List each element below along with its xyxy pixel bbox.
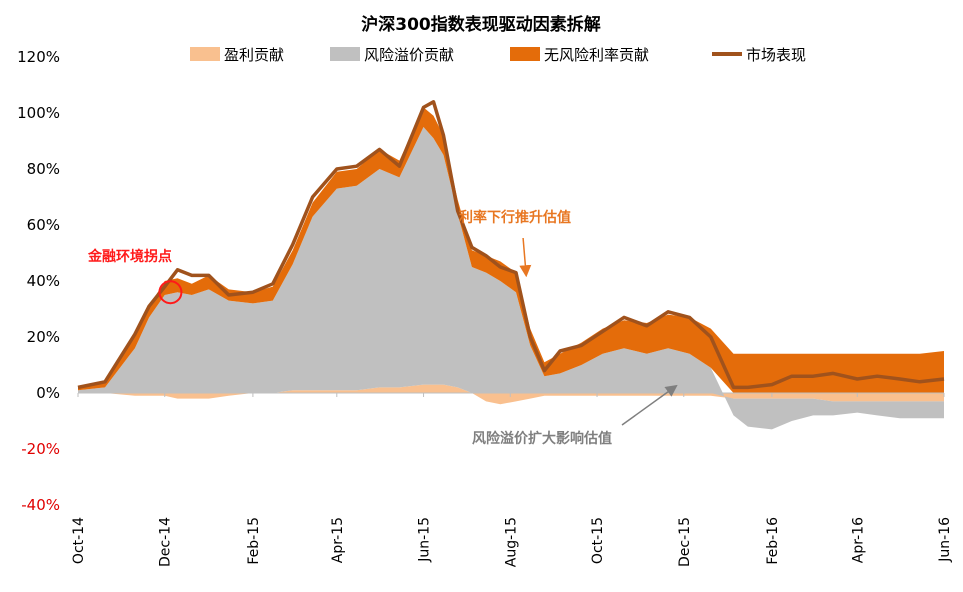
x-tick-label: Aug-15 [503,517,519,567]
chart-title: 沪深300指数表现驱动因素拆解 [361,14,601,35]
x-tick-label: Dec-14 [158,517,174,567]
y-tick-label: 120% [17,48,60,66]
legend: 盈利贡献 风险溢价贡献 无风险利率贡献 市场表现 [190,46,806,64]
x-tick-label: Apr-16 [850,517,866,563]
inflection-circle [158,280,183,305]
legend-risk-free-rate: 无风险利率贡献 [510,46,649,64]
legend-earnings: 盈利贡献 [190,46,284,64]
legend-label: 市场表现 [746,46,806,64]
annotation-risk-premium: 风险溢价扩大影响估值 [472,430,612,447]
x-tick-label: Oct-14 [71,517,87,564]
y-tick-label: 20% [27,328,60,346]
annotation-arrow-gray [621,384,678,426]
annotation-financial-inflection: 金融环境拐点 [87,248,172,265]
x-tick-label: Apr-15 [330,517,346,563]
y-tick-label: 40% [27,272,60,290]
legend-swatch [510,47,540,61]
y-tick-label: 100% [17,104,60,122]
y-tick-label: -20% [21,440,60,458]
y-tick-label: 60% [27,216,60,234]
x-tick-label: Dec-15 [677,517,693,567]
plot-area [77,100,945,430]
legend-swatch [330,47,360,61]
risk-free-rate-contribution-area [78,107,944,394]
legend-risk-premium: 风险溢价贡献 [330,46,454,64]
legend-label: 风险溢价贡献 [364,46,454,64]
x-tick-label: Feb-16 [765,517,781,565]
annotation-arrow-orange [519,237,532,278]
y-axis: 120% 100% 80% 60% 40% 20% 0% -20% -40% [17,48,60,514]
annotation-rate-decline: 利率下行推升估值 [459,209,571,226]
y-tick-label: 0% [36,384,60,402]
risk-premium-contribution-area [78,127,944,430]
x-tick-label: Jun-15 [417,517,433,563]
x-tick-label: Oct-15 [590,517,606,564]
x-axis: Oct-14 Dec-14 Feb-15 Apr-15 Jun-15 Aug-15 Oct-… [71,393,953,567]
y-tick-label: 80% [27,160,60,178]
legend-swatch [190,47,220,61]
earnings-contribution-area [78,384,944,405]
legend-label: 无风险利率贡献 [544,46,649,64]
market-performance-line [77,100,945,390]
y-tick-label: -40% [21,496,60,514]
legend-market: 市场表现 [712,46,806,64]
x-tick-label: Jun-16 [937,517,953,563]
line-layer [77,100,945,390]
legend-label: 盈利贡献 [224,46,284,64]
area-layer [78,107,944,430]
x-tick-label: Feb-15 [246,517,262,565]
